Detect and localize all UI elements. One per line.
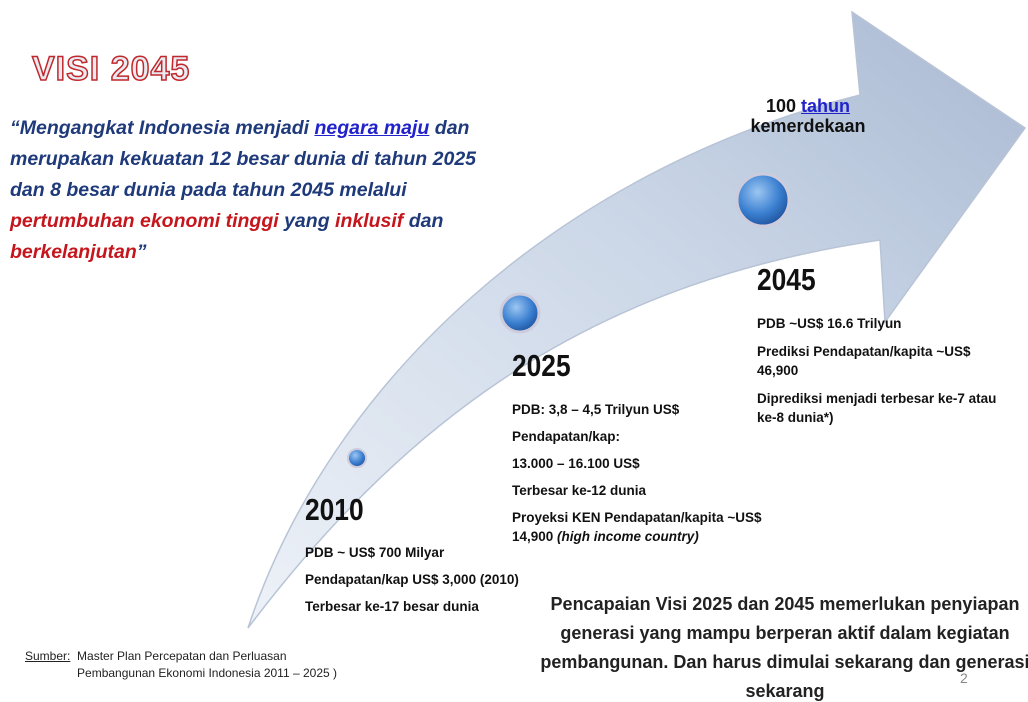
quote-segment: yang xyxy=(278,210,336,232)
milestone-item: Proyeksi KEN Pendapatan/kapita ~US$ 14,9… xyxy=(512,508,792,546)
note: Pencapaian Visi 2025 dan 2045 memerlukan… xyxy=(540,594,1028,701)
milestone-item: PDB: 3,8 – 4,5 Trilyun US$ xyxy=(512,402,680,417)
quote-segment: dan merupakan kekuatan 12 besar dunia di… xyxy=(10,117,477,201)
milestone-year: 2045 xyxy=(757,262,816,297)
quote-segment: ” xyxy=(136,241,147,263)
milestone-item: Terbesar ke-17 besar dunia xyxy=(305,599,479,614)
milestone-item: PDB ~ US$ 700 Milyar xyxy=(305,545,445,560)
milestone-details: PDB ~ US$ 700 Milyar Pendapatan/kap US$ 3… xyxy=(305,543,565,624)
quote-segment: pertumbuhan ekonomi tinggi xyxy=(10,210,279,232)
quote-segment: inklusif xyxy=(335,210,404,232)
source-label: Sumber: xyxy=(25,649,71,663)
quote-segment: negara maju xyxy=(314,117,430,139)
page-number: 2 xyxy=(960,670,968,686)
anniversary-number: 100 xyxy=(765,96,797,116)
anniversary: 100 tahun kemerdekaan xyxy=(728,96,888,136)
quote-segment: berkelanjutan xyxy=(10,241,137,263)
milestone-item: 13.000 – 16.100 US$ xyxy=(512,456,640,471)
milestone-year: 2010 xyxy=(305,492,364,527)
anniversary-word: kemerdekaan xyxy=(750,116,866,136)
milestone-details: PDB: 3,8 – 4,5 Trilyun US$ Pendapatan/kap… xyxy=(512,400,792,554)
item-text: Proyeksi KEN Pendapatan/kapita ~US$ 14,9… xyxy=(512,510,762,544)
slide-title: VISI 2045 xyxy=(31,49,191,89)
source-text: Master Plan Percepatan dan Perluasan Pem… xyxy=(77,649,337,680)
quote-segment: “Mengangkat Indonesia menjadi xyxy=(10,117,315,139)
milestone-item: Pendapatan/kap: xyxy=(512,429,621,444)
quote-segment: dan xyxy=(403,210,444,232)
milestone-item: Diprediksi menjadi terbesar ke-7 atau ke… xyxy=(757,391,997,425)
milestone-item: PDB ~US$ 16.6 Trilyun xyxy=(757,316,902,331)
source: Sumber: Master Plan Percepatan dan Perlu… xyxy=(25,648,367,682)
milestone-item: Terbesar ke-12 dunia xyxy=(512,483,647,498)
milestone-details: PDB ~US$ 16.6 Trilyun Prediksi Pendapatan… xyxy=(757,314,1002,436)
milestone-item: Pendapatan/kap US$ 3,000 (2010) xyxy=(305,572,519,587)
milestone-year: 2025 xyxy=(512,348,571,383)
vision-quote: “Mengangkat Indonesia menjadi negara maj… xyxy=(10,113,485,268)
milestone-item: Prediksi Pendapatan/kapita ~US$ 46,900 xyxy=(757,344,971,378)
anniversary-link[interactable]: tahun xyxy=(801,96,851,116)
item-italic: (high income country) xyxy=(557,529,699,544)
